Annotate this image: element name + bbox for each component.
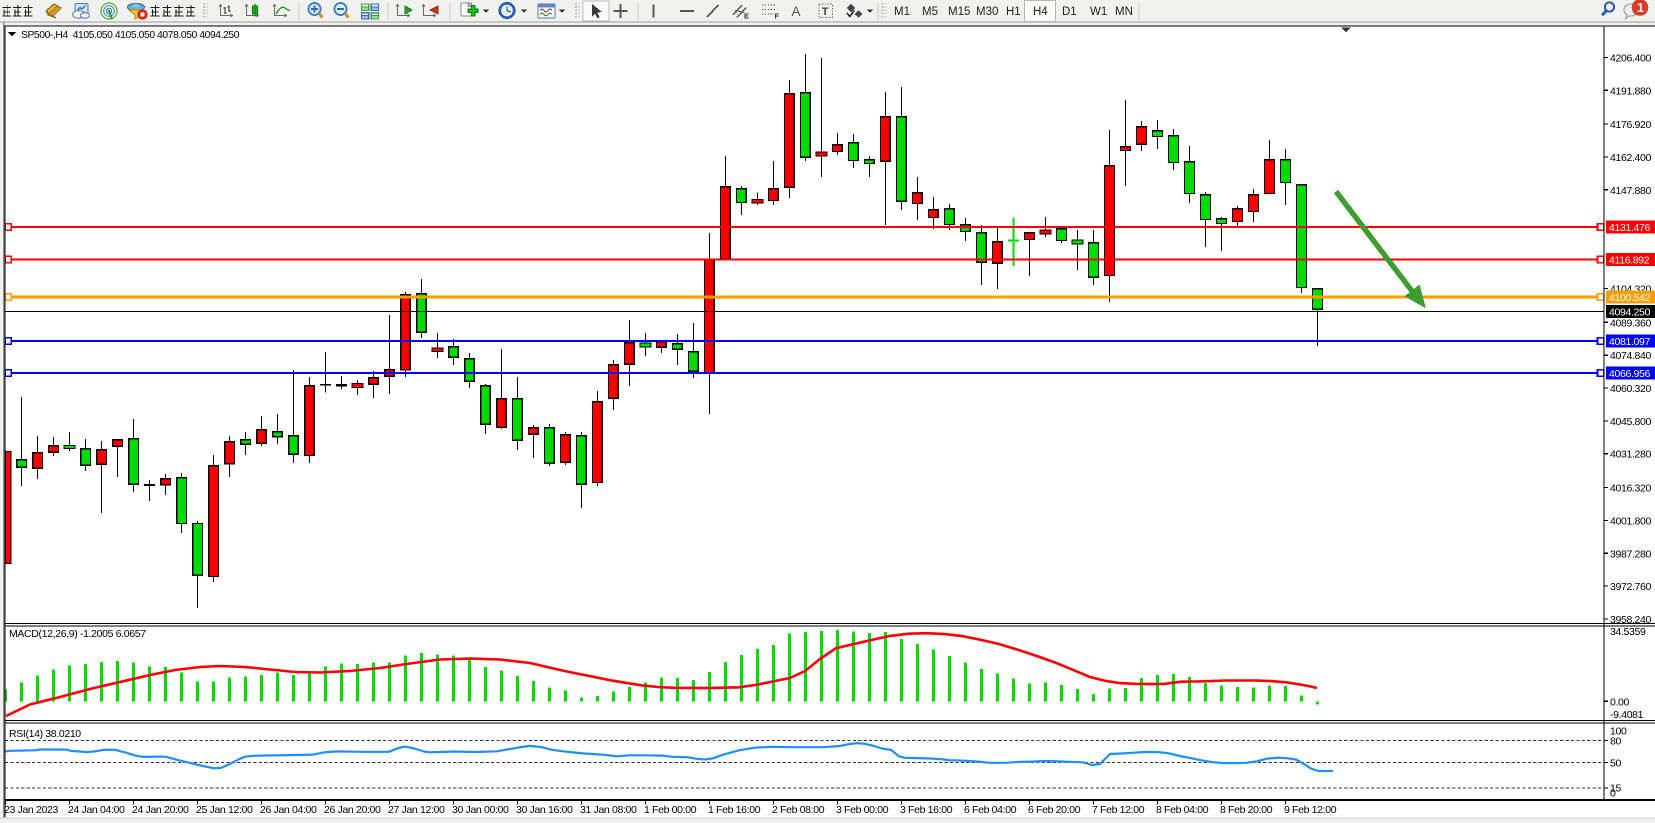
svg-text:9 Feb 12:00: 9 Feb 12:00 [1284,804,1337,816]
svg-text:24 Jan 20:00: 24 Jan 20:00 [132,804,189,816]
svg-text:80: 80 [1610,736,1621,748]
svg-text:D1: D1 [1062,6,1077,18]
svg-text:0: 0 [1610,788,1616,800]
svg-text:24 Jan 04:00: 24 Jan 04:00 [68,804,125,816]
svg-text:MN: MN [1115,6,1133,18]
svg-text:4045.800: 4045.800 [1610,416,1652,428]
svg-text:26 Jan 04:00: 26 Jan 04:00 [260,804,317,816]
svg-text:30 Jan 00:00: 30 Jan 00:00 [452,804,509,816]
svg-text:7 Feb 12:00: 7 Feb 12:00 [1092,804,1145,816]
svg-text:34.5359: 34.5359 [1610,626,1646,638]
svg-text:4066.956: 4066.956 [1609,368,1651,380]
svg-text:4100.542: 4100.542 [1609,292,1651,304]
svg-text:4206.400: 4206.400 [1610,52,1652,64]
svg-text:M15: M15 [948,6,970,18]
svg-text:100: 100 [1610,726,1627,738]
svg-text:3987.280: 3987.280 [1610,548,1652,560]
svg-text:8 Feb 20:00: 8 Feb 20:00 [1220,804,1273,816]
svg-text:W1: W1 [1090,6,1107,18]
svg-text:T: T [822,6,829,18]
svg-text:4147.880: 4147.880 [1610,185,1652,197]
svg-text:26 Jan 20:00: 26 Jan 20:00 [324,804,381,816]
svg-text:3 Feb 00:00: 3 Feb 00:00 [836,804,889,816]
svg-text:4016.320: 4016.320 [1610,483,1652,495]
svg-text:4094.250: 4094.250 [1609,307,1651,319]
svg-text:M1: M1 [894,6,910,18]
svg-text:1 Feb 16:00: 1 Feb 16:00 [708,804,761,816]
svg-text:15: 15 [1610,783,1621,795]
svg-text:25 Jan 12:00: 25 Jan 12:00 [196,804,253,816]
svg-text:3972.760: 3972.760 [1610,581,1652,593]
svg-text:4191.880: 4191.880 [1610,85,1652,97]
svg-text:6 Feb 04:00: 6 Feb 04:00 [964,804,1017,816]
svg-text:6 Feb 20:00: 6 Feb 20:00 [1028,804,1081,816]
svg-text:-9.4081: -9.4081 [1610,709,1644,721]
svg-text:F: F [775,12,780,21]
svg-text:4116.892: 4116.892 [1609,255,1650,267]
svg-text:2 Feb 08:00: 2 Feb 08:00 [772,804,825,816]
svg-text:8 Feb 04:00: 8 Feb 04:00 [1156,804,1209,816]
svg-text:H1: H1 [1006,6,1021,18]
svg-text:M30: M30 [976,6,998,18]
svg-text:3958.240: 3958.240 [1610,614,1652,626]
svg-text:RSI(14) 38.0210: RSI(14) 38.0210 [9,728,81,740]
svg-text:3 Feb 16:00: 3 Feb 16:00 [900,804,953,816]
svg-text:31 Jan 08:00: 31 Jan 08:00 [580,804,637,816]
svg-text:4060.320: 4060.320 [1610,383,1652,395]
svg-text:H4: H4 [1033,6,1048,18]
svg-text:M5: M5 [922,6,938,18]
svg-text:4031.280: 4031.280 [1610,449,1652,461]
svg-text:4081.097: 4081.097 [1609,336,1651,348]
svg-text:4001.800: 4001.800 [1610,515,1652,527]
svg-text:1 Feb 00:00: 1 Feb 00:00 [644,804,697,816]
svg-text:MACD(12,26,9) -1.2005 6.0657: MACD(12,26,9) -1.2005 6.0657 [9,628,146,640]
svg-text:0.00: 0.00 [1610,697,1630,709]
svg-text:1: 1 [1637,1,1644,15]
svg-text:4074.840: 4074.840 [1610,350,1652,362]
svg-text:50: 50 [1610,757,1621,769]
svg-text:A: A [792,4,801,19]
svg-text:SP500-,H4 4105.050 4105.050 4: SP500-,H4 4105.050 4105.050 4078.050 409… [21,30,240,41]
svg-text:23 Jan 2023: 23 Jan 2023 [4,804,58,816]
svg-text:27 Jan 12:00: 27 Jan 12:00 [388,804,445,816]
svg-text:4162.400: 4162.400 [1610,152,1652,164]
svg-text:4089.360: 4089.360 [1610,317,1652,329]
svg-text:30 Jan 16:00: 30 Jan 16:00 [516,804,573,816]
svg-text:4131.476: 4131.476 [1609,222,1651,234]
svg-text:4176.920: 4176.920 [1610,119,1652,131]
svg-text:E: E [744,12,749,21]
